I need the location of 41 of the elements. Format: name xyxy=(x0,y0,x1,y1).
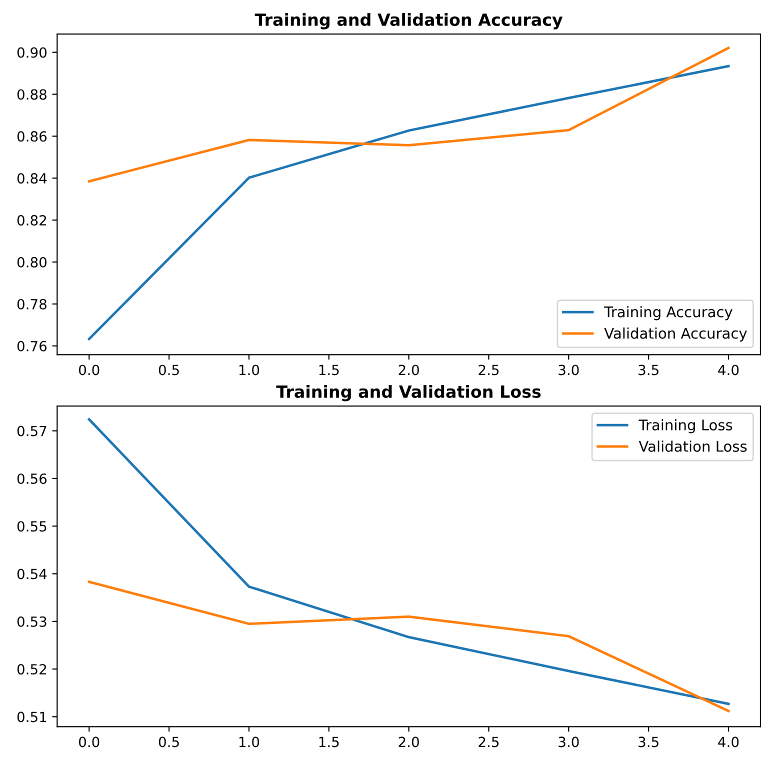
x-tick-label: 2.5 xyxy=(478,364,499,376)
y-tick-label: 0.52 xyxy=(17,664,46,675)
y-tick-label: 0.51 xyxy=(17,712,46,722)
y-tick-label: 0.76 xyxy=(17,340,47,352)
line-series xyxy=(88,46,730,183)
x-tick-label: 2.0 xyxy=(398,736,419,748)
x-tick-label: 2.0 xyxy=(398,364,419,376)
chart-title: Training and Validation Accuracy xyxy=(254,13,563,30)
x-tick-label: 3.5 xyxy=(638,736,658,748)
x-tick-label: 0.0 xyxy=(78,736,100,748)
legend-label: Training Loss xyxy=(638,419,732,434)
x-tick-label: 1.5 xyxy=(319,364,339,376)
x-tick-label: 2.5 xyxy=(478,736,499,748)
legend-label: Training Accuracy xyxy=(604,306,732,320)
x-tick-label: 0.0 xyxy=(78,364,100,376)
y-tick-label: 0.55 xyxy=(17,521,46,532)
x-tick-label: 3.5 xyxy=(638,364,658,376)
y-tick-label: 0.88 xyxy=(17,89,46,100)
y-tick-label: 0.82 xyxy=(17,215,46,226)
legend-label: Validation Accuracy xyxy=(604,328,747,342)
y-tick-label: 0.84 xyxy=(17,173,47,184)
y-tick-label: 0.80 xyxy=(17,257,47,268)
y-tick-label: 0.54 xyxy=(17,568,47,580)
x-tick-label: 1.5 xyxy=(319,736,339,748)
line-series xyxy=(88,580,730,712)
y-tick-label: 0.56 xyxy=(17,473,47,484)
x-tick-label: 0.5 xyxy=(158,364,179,376)
chart-title: Training and Validation Loss xyxy=(276,385,541,402)
x-tick-label: 3.0 xyxy=(558,736,579,748)
legend-label: Validation Loss xyxy=(638,440,747,452)
y-tick-label: 0.53 xyxy=(17,616,46,627)
x-tick-label: 1.0 xyxy=(239,364,260,376)
x-tick-label: 0.5 xyxy=(158,736,179,748)
y-tick-label: 0.57 xyxy=(17,426,46,436)
x-tick-label: 3.0 xyxy=(558,364,579,376)
x-tick-label: 4.0 xyxy=(718,736,739,748)
y-tick-label: 0.78 xyxy=(17,298,46,310)
y-tick-label: 0.90 xyxy=(17,47,47,58)
y-tick-label: 0.86 xyxy=(17,131,47,142)
x-tick-label: 4.0 xyxy=(718,364,739,376)
x-tick-label: 1.0 xyxy=(239,736,260,748)
